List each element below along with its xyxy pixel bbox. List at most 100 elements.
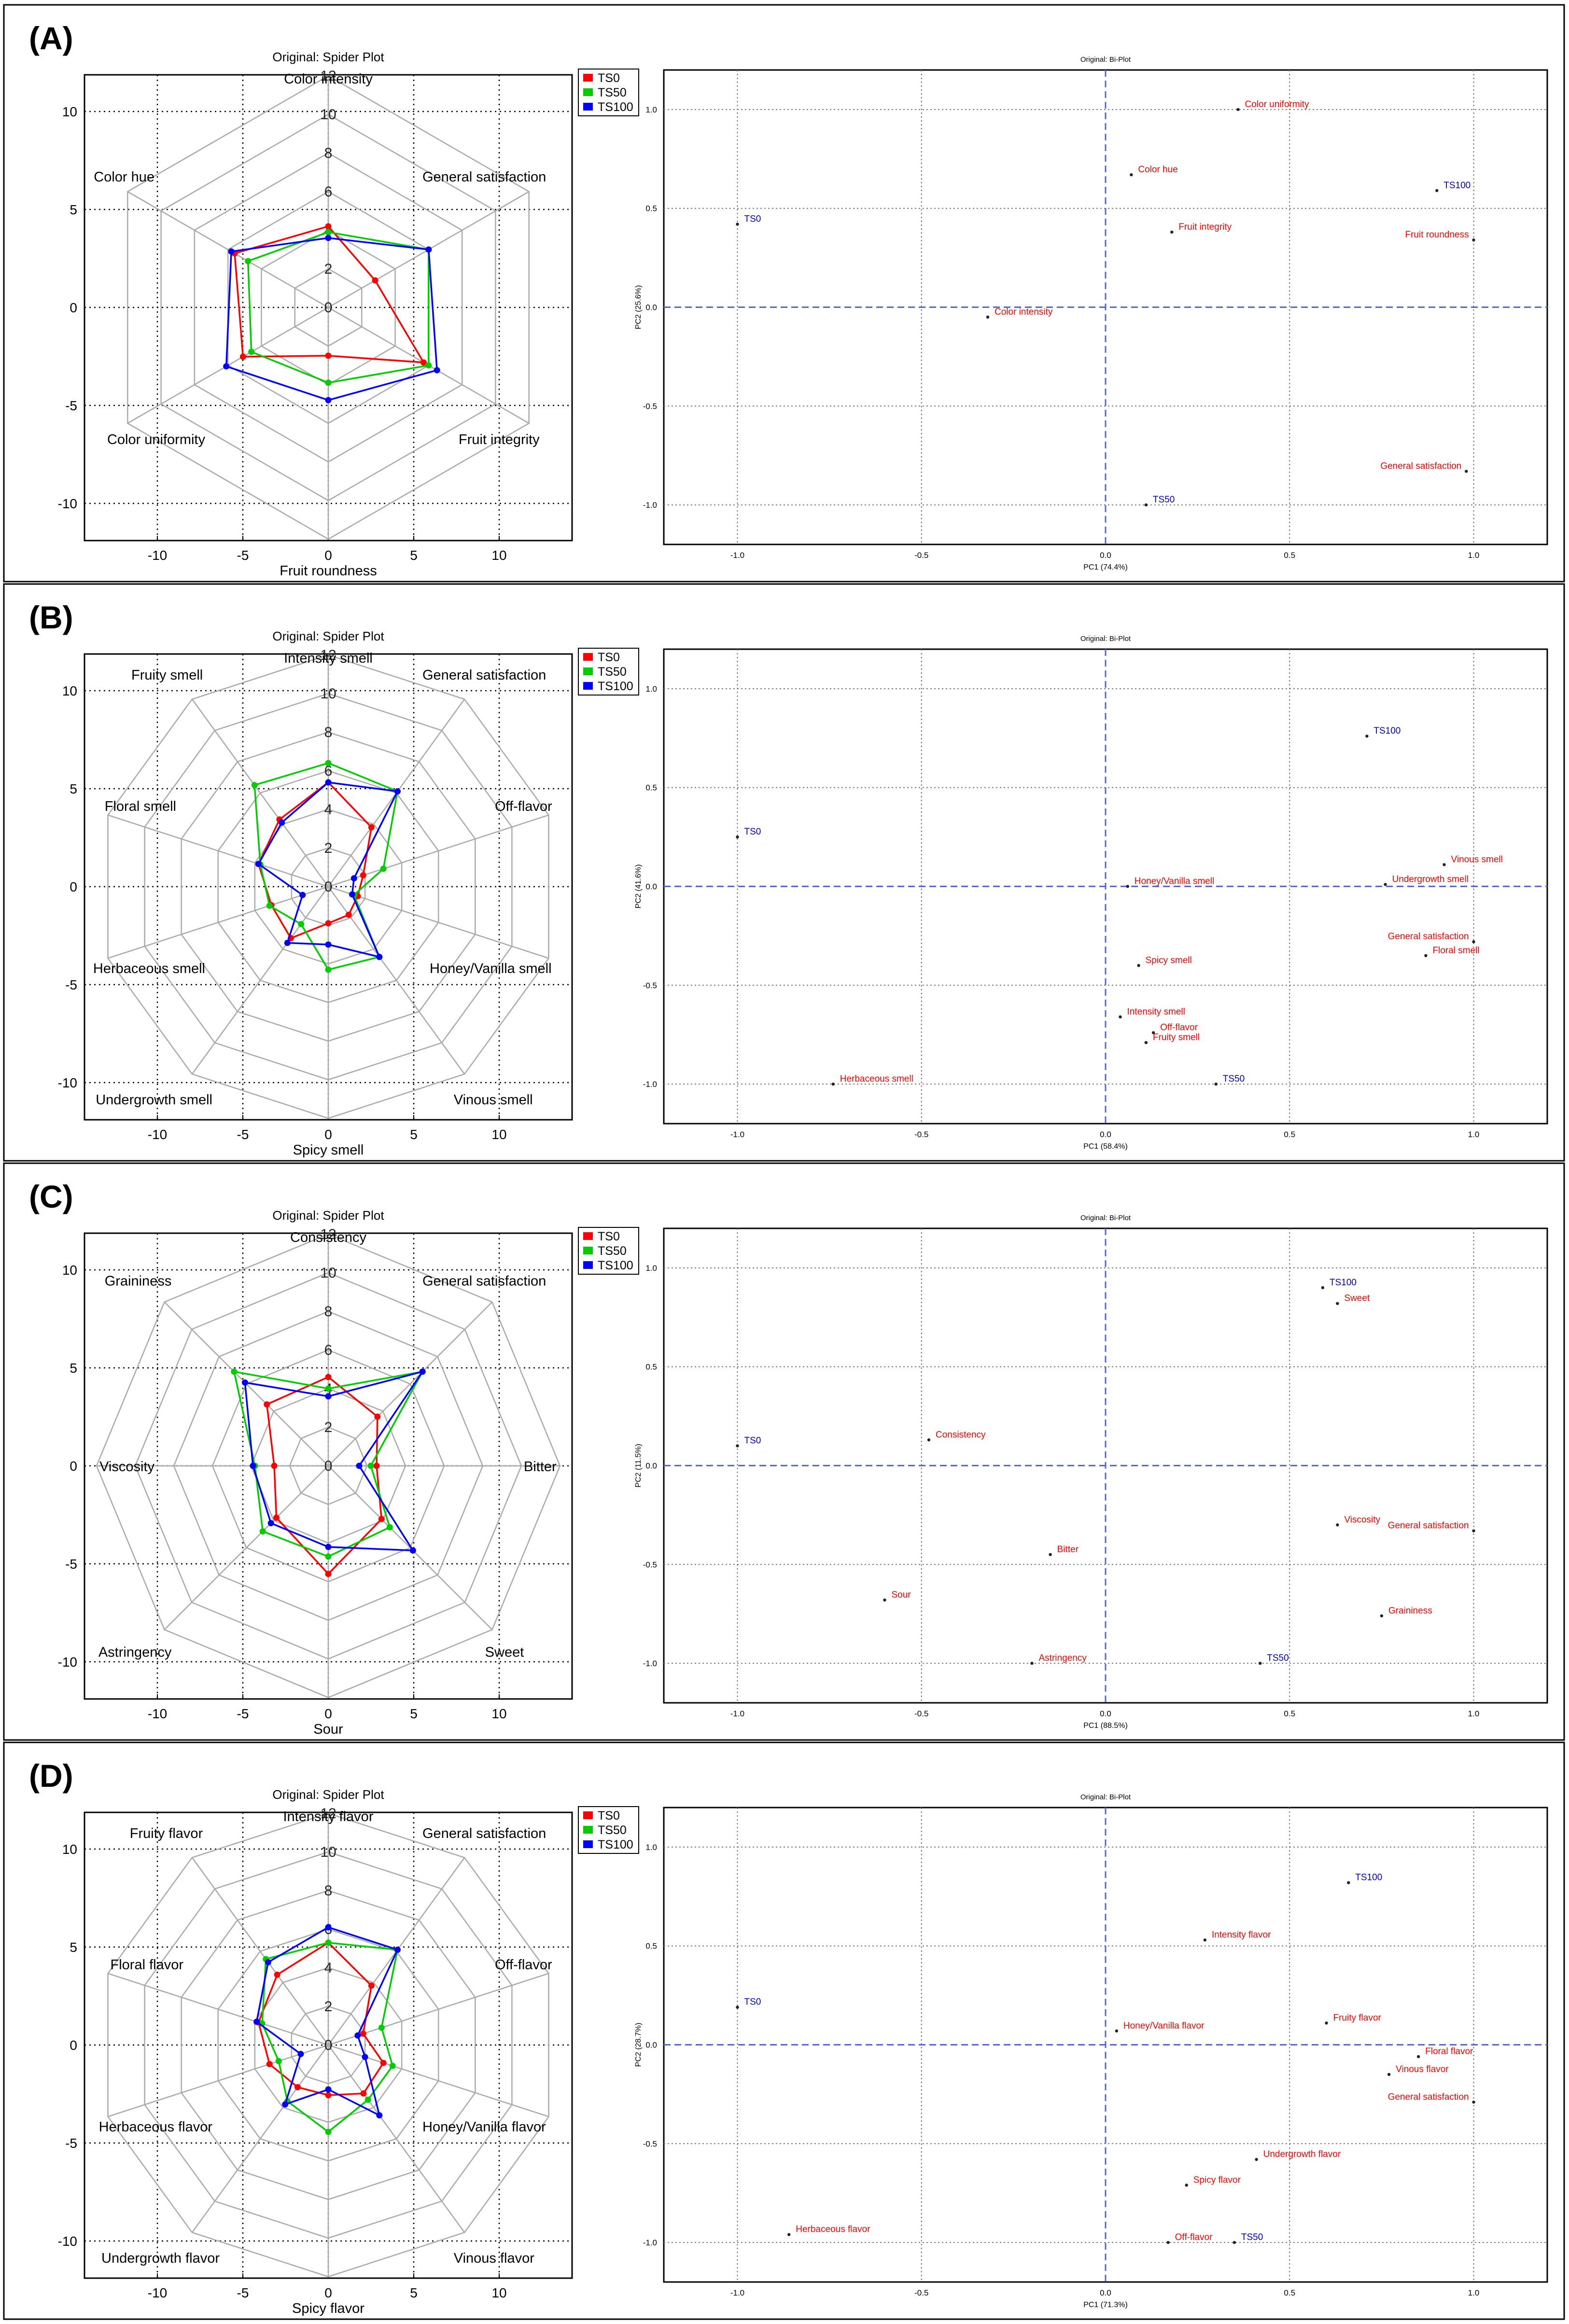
- spider-axis-label: Viscosity: [99, 1459, 154, 1475]
- biplot-title: Original: Bi-Plot: [1080, 1214, 1131, 1222]
- biplot-point: [736, 223, 739, 226]
- spider-xtick-label: 5: [410, 2285, 418, 2300]
- biplot-point: [1472, 238, 1475, 242]
- biplot-ytick-label: 0.5: [645, 783, 657, 793]
- biplot-point: [1203, 1938, 1207, 1942]
- spider-axis-label: Intensity flavor: [283, 1809, 374, 1824]
- biplot-attribute-label: Honey/Vanilla smell: [1135, 877, 1214, 887]
- biplot-point: [1233, 2241, 1236, 2244]
- biplot-xtick-label: 0.0: [1100, 1130, 1111, 1139]
- spider-axis-label: Floral smell: [105, 799, 176, 814]
- spider-axis-label: General satisfaction: [422, 1273, 546, 1289]
- biplot-attribute-label: Vinous smell: [1451, 854, 1503, 864]
- biplot-attribute-label: Graininess: [1388, 1606, 1432, 1616]
- biplot-attribute-label: Off-flavor: [1175, 2232, 1213, 2242]
- biplot-ytick-label: -1.0: [643, 501, 657, 510]
- legend-swatch-TS0: [583, 1232, 593, 1240]
- spider-r-label: 6: [324, 763, 333, 779]
- biplot-attribute-label: Astringency: [1039, 1653, 1087, 1663]
- biplot-point: [1380, 1614, 1384, 1617]
- series-point-TS50: [325, 966, 332, 973]
- spider-axis-label: Fruit roundness: [280, 563, 377, 579]
- spider-ytick-label: 10: [62, 683, 77, 698]
- panel-frame: [3, 1741, 1565, 2320]
- biplot-attribute-label: Bitter: [1057, 1545, 1079, 1555]
- spider-ytick-label: -10: [58, 1075, 77, 1090]
- spider-xtick-label: -5: [237, 1706, 249, 1721]
- biplot-attribute-label: Fruit integrity: [1178, 222, 1232, 232]
- biplot-attribute-label: Herbaceous smell: [840, 1074, 913, 1084]
- series-point-TS0: [372, 277, 378, 284]
- biplot-title: Original: Bi-Plot: [1080, 1793, 1131, 1801]
- legend-label-TS50: TS50: [598, 1823, 627, 1837]
- biplot-point: [1416, 2055, 1420, 2059]
- biplot-sample-label: TS50: [1267, 1653, 1289, 1663]
- panel-label: (A): [29, 20, 73, 56]
- spider-ytick-label: 5: [70, 1361, 77, 1376]
- spider-axis-label: Honey/Vanilla flavor: [422, 2119, 546, 2135]
- series-point-TS100: [223, 363, 230, 370]
- series-point-TS100: [362, 2054, 368, 2060]
- series-point-TS50: [231, 1368, 238, 1375]
- biplot-attribute-label: Viscosity: [1344, 1515, 1380, 1525]
- spider-axis-label: Intensity smell: [284, 651, 373, 666]
- legend-swatch-TS0: [583, 1811, 593, 1819]
- spider-axis-label: Consistency: [290, 1230, 366, 1245]
- spider-r-label: 10: [320, 686, 336, 702]
- biplot-point: [1115, 2029, 1119, 2033]
- biplot-attribute-label: General satisfaction: [1380, 461, 1461, 471]
- spider-ytick-label: 5: [70, 1940, 77, 1955]
- series-point-TS100: [409, 1547, 416, 1554]
- spider-xtick-label: 0: [324, 548, 332, 563]
- biplot-sample-label: TS0: [744, 1997, 761, 2007]
- biplot-ytick-label: -1.0: [643, 1080, 657, 1089]
- panel-frame: [3, 583, 1565, 1162]
- series-point-TS100: [325, 235, 332, 241]
- spider-ytick-label: 10: [62, 1842, 77, 1857]
- spider-xtick-label: -5: [237, 1127, 249, 1142]
- spider-ytick-label: 10: [62, 1263, 77, 1278]
- biplot-ytick-label: 0.0: [645, 1461, 657, 1471]
- biplot-attribute-label: General satisfaction: [1388, 2092, 1469, 2102]
- series-point-TS0: [325, 920, 332, 927]
- biplot-ytick-label: 0.5: [645, 1363, 657, 1372]
- spider-spoke: [191, 886, 329, 1075]
- spider-axis-label: Vinous smell: [454, 1092, 533, 1108]
- biplot-attribute-label: Vinous flavor: [1396, 2064, 1449, 2074]
- biplot-point: [1151, 1031, 1155, 1034]
- biplot-ytick-label: 1.0: [645, 1264, 657, 1273]
- spider-xtick-label: -5: [237, 2285, 249, 2300]
- biplot-point: [1336, 1302, 1339, 1305]
- biplot-attribute-label: General satisfaction: [1388, 932, 1469, 942]
- biplot-point: [1465, 470, 1468, 473]
- series-point-TS50: [378, 2024, 385, 2031]
- bi-plot: Original: Bi-Plot -1.0 -0.5 0.0 0.5 1.0 -1.0 -0…: [634, 635, 1548, 1151]
- series-point-TS0: [368, 1982, 375, 1989]
- biplot-point: [1472, 940, 1475, 944]
- biplot-point: [1365, 735, 1369, 738]
- legend-label-TS0: TS0: [598, 651, 620, 664]
- spider-axis-label: Spicy smell: [293, 1142, 364, 1158]
- series-point-TS50: [325, 2129, 332, 2135]
- biplot-point: [1424, 954, 1428, 958]
- panel-d: (D) Original: Spider Plot -10 -10 -5 -5 0 0 5 5 10…: [3, 1741, 1565, 2320]
- spider-r-label: 12: [320, 68, 336, 84]
- spider-ytick-label: -5: [65, 1557, 77, 1572]
- spider-r-label: 8: [324, 1304, 333, 1320]
- spider-r-label: 10: [320, 107, 336, 123]
- series-point-TS0: [325, 1571, 332, 1577]
- biplot-ylabel: PC2 (41.6%): [634, 864, 643, 909]
- biplot-attribute-label: Spicy flavor: [1193, 2175, 1241, 2185]
- biplot-point: [1214, 1082, 1218, 1086]
- spider-spoke: [328, 1301, 493, 1466]
- spider-xtick-label: -10: [148, 2285, 167, 2300]
- biplot-xtick-label: 1.0: [1468, 551, 1480, 560]
- biplot-xtick-label: 0.5: [1284, 551, 1295, 560]
- spider-axis-label: Off-flavor: [495, 799, 552, 814]
- spider-spoke: [108, 886, 329, 959]
- biplot-point: [736, 1444, 739, 1447]
- legend-label-TS50: TS50: [598, 665, 627, 679]
